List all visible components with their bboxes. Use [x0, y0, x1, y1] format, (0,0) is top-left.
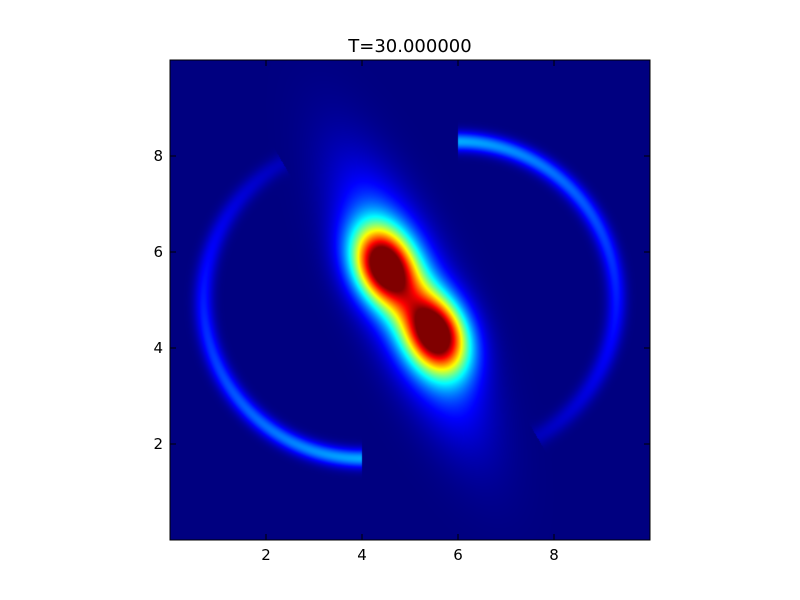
- x-tick-label: 6: [453, 546, 463, 564]
- x-tick-label: 4: [357, 546, 367, 564]
- x-tick-label: 2: [261, 546, 271, 564]
- x-axis: 2 4 6 8: [261, 60, 559, 564]
- y-tick-label: 8: [153, 147, 163, 165]
- chart-title: T=30.000000: [347, 36, 471, 57]
- x-tick-label: 8: [549, 546, 559, 564]
- y-tick-label: 2: [153, 435, 163, 453]
- heatmap-canvas: [170, 60, 650, 540]
- heatmap-area: [170, 60, 650, 540]
- y-tick-label: 6: [153, 243, 163, 261]
- plot-frame: [169, 59, 651, 541]
- y-axis: 2 4 6 8: [153, 147, 650, 453]
- y-tick-label: 4: [153, 339, 163, 357]
